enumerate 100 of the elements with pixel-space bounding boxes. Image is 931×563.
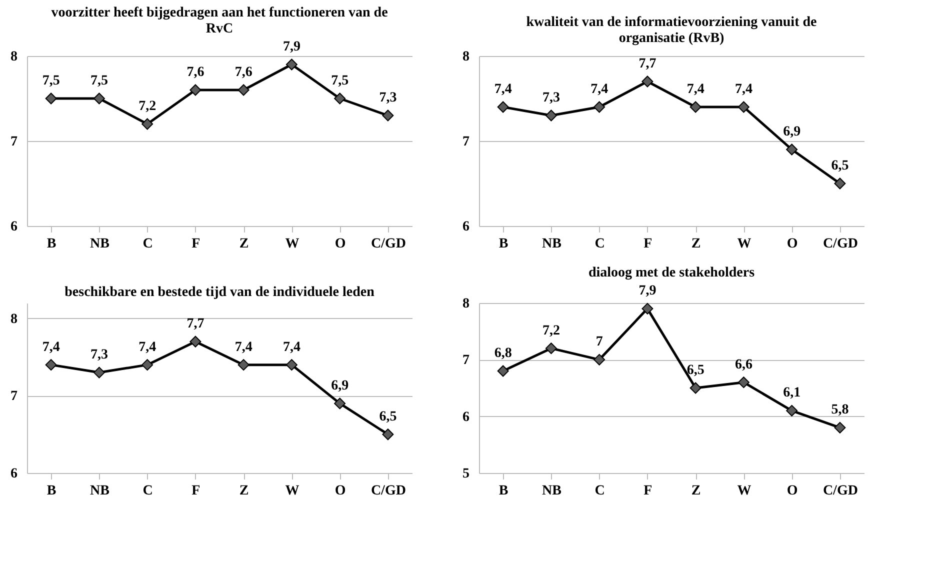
x-tick-label: C/GD — [370, 236, 406, 252]
chart-title: beschikbare en bestede tijd van de individuele leden — [64, 285, 375, 300]
point — [334, 398, 346, 410]
data-label: 6,5 — [686, 363, 704, 378]
data-label: 7,3 — [379, 90, 397, 106]
point — [497, 101, 509, 113]
x-tick-label: C — [142, 484, 153, 498]
data-label: 7,7 — [638, 56, 656, 72]
data-label: 7,5 — [90, 74, 108, 88]
data-label: 6,6 — [734, 357, 752, 372]
data-label: 7,3 — [90, 348, 108, 363]
y-tick-label: 5 — [462, 466, 470, 482]
y-tick-label: 6 — [462, 220, 470, 234]
x-tick-label: Z — [691, 236, 701, 252]
x-tick-label: Z — [239, 236, 249, 252]
point — [382, 428, 394, 440]
y-tick-label: 7 — [462, 353, 470, 368]
x-tick-label: F — [644, 236, 652, 252]
x-tick-label: W — [285, 484, 300, 498]
point — [786, 404, 798, 416]
data-label: 7,4 — [686, 82, 704, 97]
data-label: 7,2 — [138, 99, 156, 114]
point — [834, 178, 846, 190]
point — [738, 376, 750, 388]
x-tick-label: B — [46, 236, 56, 252]
point — [690, 382, 702, 394]
x-tick-label: C/GD — [822, 484, 858, 498]
data-label: 7,9 — [282, 40, 300, 54]
data-label: 7,4 — [494, 82, 512, 97]
point — [382, 110, 394, 122]
data-label: 7,3 — [542, 90, 560, 106]
x-tick-label: O — [786, 236, 798, 252]
x-tick-label: F — [192, 236, 200, 252]
x-tick-label: W — [285, 236, 300, 252]
point — [93, 366, 105, 378]
point — [93, 92, 105, 104]
x-tick-label: O — [334, 484, 346, 498]
point — [642, 76, 654, 88]
point — [545, 342, 557, 354]
chart-title: kwaliteit van de informatievoorziening vanuit de organisatie (RvB) — [526, 15, 817, 46]
data-label: 6,5 — [379, 409, 397, 424]
point — [834, 422, 846, 434]
data-label: 7,6 — [234, 65, 252, 80]
y-tick-label: 7 — [10, 134, 18, 150]
x-tick-label: W — [737, 236, 752, 252]
data-label: 6,1 — [783, 386, 801, 401]
point — [334, 92, 346, 104]
chart-title: voorzitter heeft bijgedragen aan het functioneren van de RvC — [51, 6, 388, 36]
x-tick-label: NB — [90, 484, 110, 498]
x-tick-label: NB — [542, 236, 562, 252]
data-label: 7,2 — [542, 323, 560, 338]
point — [738, 101, 750, 113]
chart-title: dialoog met de stakeholders — [588, 266, 756, 281]
x-tick-label: C/GD — [370, 484, 406, 498]
y-tick-label: 8 — [10, 312, 18, 327]
y-tick-label: 6 — [10, 220, 18, 234]
x-tick-label: C — [142, 236, 153, 252]
point — [45, 359, 57, 371]
point — [545, 110, 557, 122]
x-tick-label: B — [46, 484, 56, 498]
x-tick-label: B — [498, 484, 508, 498]
x-tick-label: O — [334, 236, 346, 252]
data-label: 6,8 — [494, 346, 512, 361]
point — [786, 144, 798, 156]
data-label: 6,9 — [783, 124, 801, 140]
x-tick-label: Z — [691, 484, 701, 498]
data-label: 5,8 — [831, 402, 849, 418]
point — [142, 359, 154, 371]
data-label: 7,4 — [234, 340, 252, 355]
point — [594, 354, 606, 366]
point — [45, 92, 57, 104]
point — [142, 118, 154, 130]
x-tick-label: C/GD — [822, 236, 858, 252]
data-label: 7,4 — [734, 82, 752, 97]
x-tick-label: NB — [90, 236, 110, 252]
data-label: 7,4 — [138, 340, 156, 355]
point — [238, 84, 250, 96]
x-tick-label: B — [498, 236, 508, 252]
y-tick-label: 6 — [462, 410, 470, 425]
x-tick-label: Z — [239, 484, 249, 498]
point — [594, 101, 606, 113]
data-label: 7,5 — [331, 74, 349, 88]
data-label: 7 — [596, 334, 603, 350]
x-tick-label: O — [786, 484, 798, 498]
point — [497, 365, 509, 377]
x-tick-label: F — [644, 484, 652, 498]
point — [190, 84, 202, 96]
x-tick-label: C — [594, 484, 605, 498]
y-tick-label: 7 — [462, 134, 470, 150]
point — [286, 359, 298, 371]
y-tick-label: 7 — [10, 389, 18, 404]
point — [642, 302, 654, 314]
x-tick-label: C — [594, 236, 605, 252]
data-label: 7,4 — [590, 82, 608, 97]
point — [286, 58, 298, 70]
point — [190, 336, 202, 348]
y-tick-label: 8 — [10, 50, 18, 64]
x-tick-label: W — [737, 484, 752, 498]
data-label: 7,5 — [42, 74, 60, 88]
x-tick-label: NB — [542, 484, 562, 498]
